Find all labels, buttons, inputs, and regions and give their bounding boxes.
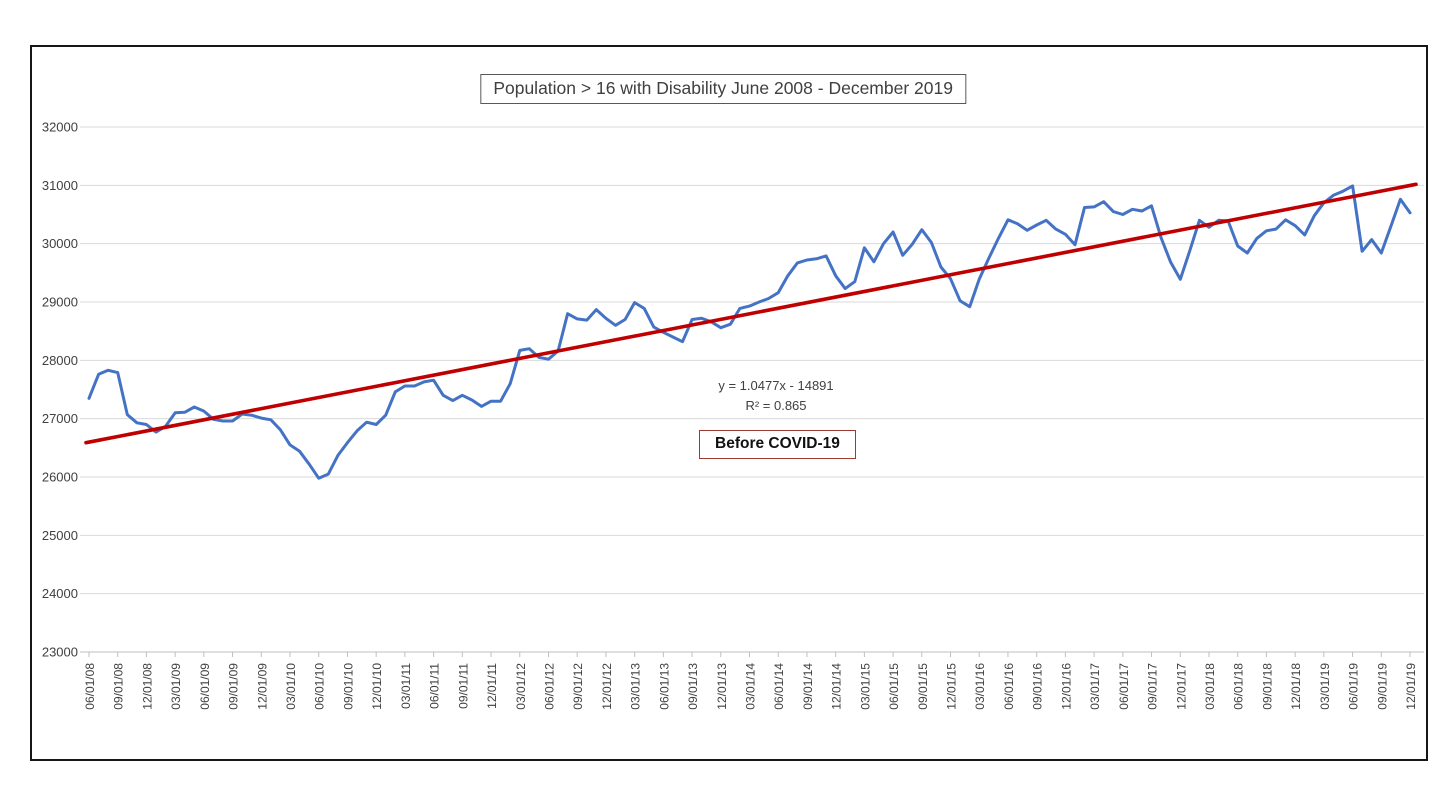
x-tick-label: 06/01/17: [1117, 663, 1131, 710]
x-tick-label: 12/01/15: [945, 663, 959, 710]
x-tick-label: 06/01/09: [198, 663, 212, 710]
y-tick-label: 23000: [42, 645, 78, 660]
x-tick-label: 06/01/15: [887, 663, 901, 710]
trendline-equation: y = 1.0477x - 14891 R² = 0.865: [660, 376, 892, 416]
x-tick-label: 09/01/10: [341, 663, 355, 710]
x-tick-label: 06/01/13: [657, 663, 671, 710]
x-tick-label: 12/01/19: [1404, 663, 1418, 710]
y-tick-label: 24000: [42, 586, 78, 601]
x-tick-label: 03/01/17: [1088, 663, 1102, 710]
y-tick-label: 25000: [42, 528, 78, 543]
x-tick-label: 09/01/11: [456, 663, 470, 709]
data-series-line: [87, 184, 1412, 480]
x-tick-label: 09/01/16: [1031, 663, 1045, 710]
x-tick-label: 03/01/16: [973, 663, 987, 710]
x-tick-label: 03/01/09: [169, 663, 183, 710]
x-tick-label: 03/01/15: [858, 663, 872, 710]
x-tick-label: 03/01/12: [514, 663, 528, 710]
y-tick-label: 26000: [42, 470, 78, 485]
x-tick-label: 09/01/17: [1146, 663, 1160, 710]
x-tick-label: 09/01/09: [227, 663, 241, 710]
x-tick-label: 06/01/11: [428, 663, 442, 709]
x-tick-label: 12/01/12: [600, 663, 614, 710]
chart-title: Population > 16 with Disability June 200…: [480, 74, 966, 104]
y-tick-label: 29000: [42, 295, 78, 310]
before-covid-label: Before COVID-19: [699, 430, 856, 459]
x-tick-label: 06/01/08: [83, 663, 97, 710]
y-tick-label: 30000: [42, 236, 78, 251]
y-tick-label: 28000: [42, 353, 78, 368]
trendline: [84, 182, 1418, 445]
x-tick-label: 12/01/08: [140, 663, 154, 710]
chart-frame: [30, 45, 1428, 761]
x-tick-label: 12/01/09: [255, 663, 269, 710]
x-tick-label: 06/01/14: [772, 663, 786, 710]
x-tick-label: 12/01/11: [485, 663, 499, 709]
y-tick-label: 32000: [42, 120, 78, 135]
x-tick-label: 09/01/12: [571, 663, 585, 710]
x-tick-label: 06/01/16: [1002, 663, 1016, 710]
x-tick-label: 06/01/10: [313, 663, 327, 710]
x-tick-label: 03/01/14: [744, 663, 758, 710]
x-tick-label: 12/01/18: [1289, 663, 1303, 710]
trendline-r-squared: R² = 0.865: [745, 398, 807, 413]
x-tick-label: 09/01/19: [1375, 663, 1389, 710]
trendline-equation-line1: y = 1.0477x - 14891: [718, 378, 834, 393]
x-tick-label: 12/01/14: [830, 663, 844, 710]
x-tick-label: 06/01/12: [542, 663, 556, 710]
x-tick-label: 12/01/16: [1059, 663, 1073, 710]
x-tick-label: 03/01/10: [284, 663, 298, 710]
x-tick-label: 09/01/08: [112, 663, 126, 710]
x-tick-label: 03/01/19: [1318, 663, 1332, 710]
x-tick-label: 03/01/18: [1203, 663, 1217, 710]
x-tick-label: 06/01/18: [1232, 663, 1246, 710]
y-tick-label: 27000: [42, 411, 78, 426]
y-tick-label: 31000: [42, 178, 78, 193]
x-tick-label: 09/01/14: [801, 663, 815, 710]
x-tick-label: 03/01/13: [629, 663, 643, 710]
x-tick-label: 12/01/13: [715, 663, 729, 710]
x-tick-label: 12/01/17: [1174, 663, 1188, 710]
x-tick-label: 12/01/10: [370, 663, 384, 710]
x-tick-label: 03/01/11: [399, 663, 413, 709]
x-tick-label: 09/01/18: [1260, 663, 1274, 710]
x-tick-label: 09/01/15: [916, 663, 930, 710]
x-tick-label: 09/01/13: [686, 663, 700, 710]
x-tick-label: 06/01/19: [1347, 663, 1361, 710]
